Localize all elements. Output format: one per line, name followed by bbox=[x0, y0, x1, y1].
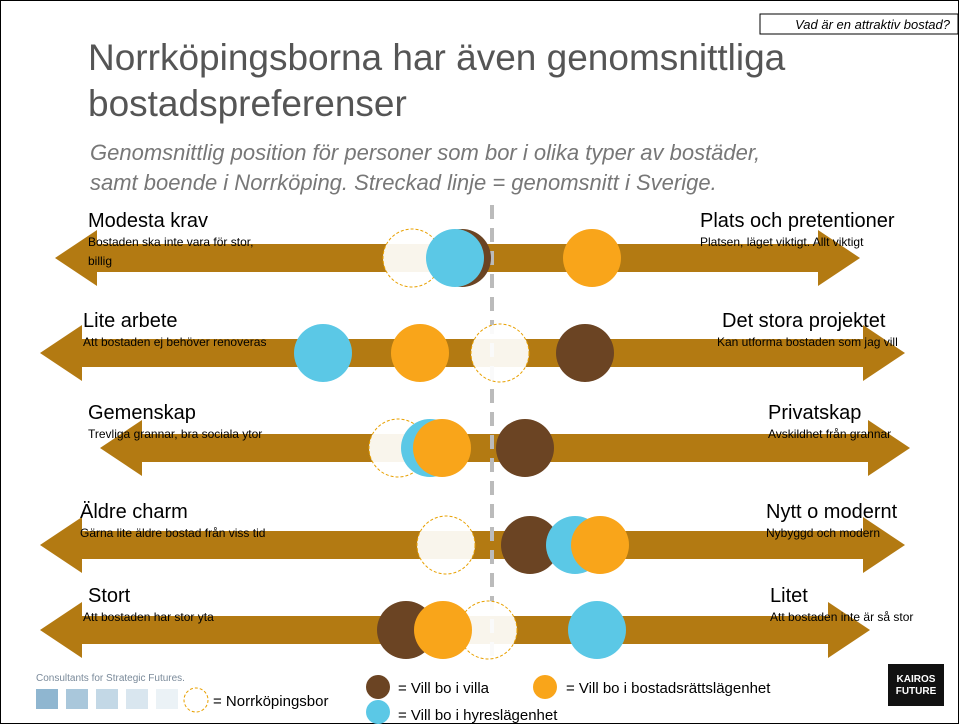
left-text: Att bostaden har stor yta bbox=[83, 610, 214, 624]
tag-box bbox=[759, 13, 959, 35]
group-marker bbox=[426, 229, 484, 287]
group-marker bbox=[571, 516, 629, 574]
brand-square bbox=[126, 689, 148, 709]
title: Norrköpingsborna har även genomsnittliga bbox=[88, 37, 786, 78]
norrkoping-marker bbox=[416, 515, 476, 575]
group-marker bbox=[563, 229, 621, 287]
legend-swatch bbox=[533, 675, 557, 699]
left-text: Gärna lite äldre bostad från viss tid bbox=[80, 526, 265, 540]
logo: FUTURE bbox=[896, 686, 937, 697]
right-title: Nytt o modernt bbox=[766, 501, 898, 523]
right-title: Privatskap bbox=[768, 402, 861, 424]
left-title: Modesta krav bbox=[88, 210, 208, 232]
left-text: Bostaden ska inte vara för stor, bbox=[88, 235, 253, 249]
brand-square bbox=[96, 689, 118, 709]
legend-label: = Vill bo i villa bbox=[398, 680, 490, 697]
legend-swatch bbox=[183, 687, 209, 713]
left-text: Trevliga grannar, bra sociala ytor bbox=[88, 427, 262, 441]
logo-box bbox=[888, 664, 944, 706]
left-title: Stort bbox=[88, 585, 131, 607]
logo: KAIROS bbox=[897, 674, 936, 685]
right-title: Litet bbox=[770, 585, 808, 607]
title: bostadspreferenser bbox=[88, 83, 407, 124]
left-title: Lite arbete bbox=[83, 310, 178, 332]
left-text: Att bostaden ej behöver renoveras bbox=[83, 335, 266, 349]
brand-square bbox=[156, 689, 178, 709]
norrkoping-marker bbox=[470, 323, 530, 383]
group-marker bbox=[391, 324, 449, 382]
group-marker bbox=[501, 516, 559, 574]
left-title: Äldre charm bbox=[80, 501, 188, 523]
right-text: Platsen, läget viktigt. Allt viktigt bbox=[700, 235, 864, 249]
legend-label: = Vill bo i bostadsrättslägenhet bbox=[566, 680, 771, 697]
group-marker bbox=[294, 324, 352, 382]
subtitle: samt boende i Norrköping. Streckad linje… bbox=[90, 170, 717, 195]
brand-square bbox=[66, 689, 88, 709]
group-marker bbox=[413, 419, 471, 477]
brand-square bbox=[36, 689, 58, 709]
tag: Vad är en attraktiv bostad? bbox=[795, 17, 951, 32]
group-marker bbox=[414, 601, 472, 659]
right-text: Kan utforma bostaden som jag vill bbox=[717, 335, 898, 349]
legend-swatch bbox=[366, 675, 390, 699]
group-marker bbox=[496, 419, 554, 477]
right-text: Avskildhet från grannar bbox=[768, 427, 891, 441]
right-title: Plats och pretentioner bbox=[700, 210, 895, 232]
right-text: Att bostaden inte är så stor bbox=[770, 610, 913, 624]
group-marker bbox=[568, 601, 626, 659]
left-text: billig bbox=[88, 254, 112, 268]
legend-label: = Norrköpingsbor bbox=[213, 693, 328, 710]
group-marker bbox=[556, 324, 614, 382]
right-text: Nybyggd och modern bbox=[766, 526, 880, 540]
legend-label: = Vill bo i hyreslägenhet bbox=[398, 707, 558, 724]
right-title: Det stora projektet bbox=[722, 310, 886, 332]
legend-swatch bbox=[366, 700, 390, 724]
subtitle: Genomsnittlig position för personer som … bbox=[90, 140, 760, 165]
left-title: Gemenskap bbox=[88, 402, 196, 424]
branding: Consultants for Strategic Futures. bbox=[36, 673, 185, 684]
